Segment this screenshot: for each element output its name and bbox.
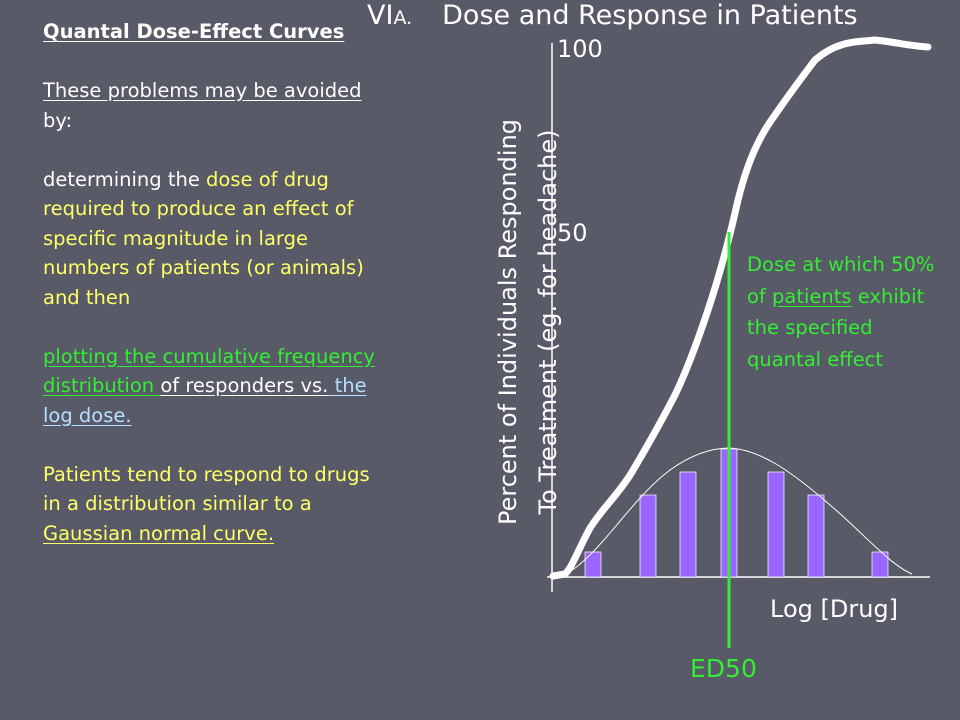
title-heading: Dose and Response in Patients [442, 0, 858, 31]
distribution-bar [871, 551, 889, 578]
section-letter: A. [393, 7, 413, 29]
y-tick-100: 100 [557, 35, 603, 63]
annotation-underlined: patients [772, 284, 852, 308]
left-text-panel: Quantal Dose-Effect Curves These problem… [43, 17, 388, 548]
x-axis-label: Log [Drug] [770, 595, 899, 623]
cumulative-response-curve [549, 36, 932, 580]
y-axis-label-line2: To Treatment (eg. for headache) [534, 129, 562, 515]
distribution-bar [584, 551, 602, 578]
intro-underlined: These problems may be avoided [43, 79, 362, 102]
y-tick-50: 50 [557, 219, 588, 247]
left-heading: Quantal Dose-Effect Curves [43, 20, 345, 43]
annotation-text-c: exhibit the specified quantal effect [747, 284, 925, 371]
paragraph-3: Patients tend to respond to drugs in a d… [43, 460, 388, 549]
slide-title: VIA. Dose and Response in Patients [367, 0, 858, 31]
paragraph-1: determining the dose of drug required to… [43, 165, 388, 313]
para2-white: of responders vs. [160, 374, 329, 397]
distribution-bar [679, 471, 697, 578]
para2-blue: the log dose. [43, 374, 367, 427]
intro-line: These problems may be avoided by: [43, 76, 388, 135]
paragraph-2: plotting the cumulative frequency distri… [43, 342, 388, 431]
distribution-bar [807, 494, 825, 578]
y-axis-label-line1: Percent of Individuals Responding [494, 118, 522, 526]
section-roman: VI [367, 0, 394, 31]
para1-yellow: dose of drug required to produce an effe… [43, 167, 364, 309]
annotation-text-a: Dose at which 50% of [747, 253, 935, 308]
distribution-bar [767, 471, 785, 578]
distribution-bar [639, 494, 657, 578]
y-axis-label: Percent of Individuals Responding To Tre… [398, 92, 708, 552]
para3-text: Patients tend to respond to drugs in a d… [43, 462, 370, 516]
ed50-label: ED50 [690, 654, 757, 683]
para1-white: determining the [43, 167, 207, 191]
para3-underlined: Gaussian normal curve. [43, 521, 275, 545]
ed50-annotation: Dose at which 50% of patients exhibit th… [747, 249, 947, 375]
para2-green: plotting the cumulative frequency distri… [43, 344, 375, 398]
intro-rest: by: [43, 108, 73, 132]
